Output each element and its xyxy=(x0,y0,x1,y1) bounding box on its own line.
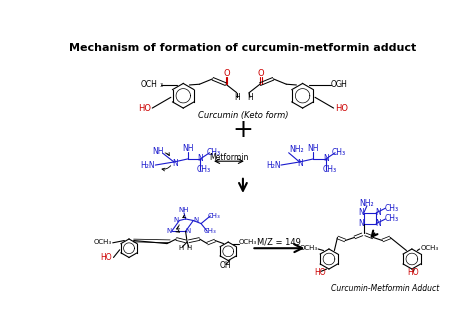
Text: N: N xyxy=(173,217,179,223)
Text: N: N xyxy=(376,219,382,228)
Text: NH₂: NH₂ xyxy=(289,145,304,154)
Text: CH₃: CH₃ xyxy=(332,148,346,157)
Text: OCH₃: OCH₃ xyxy=(420,245,438,251)
Text: CH₃: CH₃ xyxy=(323,165,337,174)
Text: NH: NH xyxy=(179,207,189,213)
Text: CH₃: CH₃ xyxy=(206,148,220,157)
Text: N: N xyxy=(323,155,329,163)
Text: NH₂: NH₂ xyxy=(360,199,374,208)
Text: HO: HO xyxy=(335,103,348,113)
Text: N: N xyxy=(172,159,178,168)
Text: N: N xyxy=(376,208,382,217)
Text: HO: HO xyxy=(100,253,112,262)
Text: H: H xyxy=(178,245,183,251)
Text: OCH₃: OCH₃ xyxy=(239,239,257,245)
Text: N: N xyxy=(359,208,365,217)
Text: NH: NH xyxy=(153,147,164,156)
Text: Curcumin-Metformin Adduct: Curcumin-Metformin Adduct xyxy=(331,284,439,293)
Text: CH₃: CH₃ xyxy=(385,204,399,213)
Text: N: N xyxy=(297,159,303,168)
Text: OCH₃: OCH₃ xyxy=(94,239,112,245)
Text: O: O xyxy=(223,69,230,78)
Text: H₂N: H₂N xyxy=(266,161,281,170)
Text: HO: HO xyxy=(138,103,151,113)
Text: H₂N: H₂N xyxy=(140,161,155,170)
Text: N: N xyxy=(166,228,171,234)
Text: H: H xyxy=(247,93,253,102)
Text: CH₃: CH₃ xyxy=(208,213,220,219)
Text: CH₃: CH₃ xyxy=(197,165,211,174)
Text: CH₃: CH₃ xyxy=(385,214,399,223)
Text: N: N xyxy=(359,219,365,228)
Text: HO: HO xyxy=(408,268,419,277)
Text: 3: 3 xyxy=(339,83,342,88)
Text: Curcumin (Keto form): Curcumin (Keto form) xyxy=(198,111,288,120)
Text: H: H xyxy=(186,245,191,251)
Text: +: + xyxy=(232,118,254,142)
Text: OCH: OCH xyxy=(141,80,158,89)
Text: O: O xyxy=(257,69,264,78)
Text: OCH: OCH xyxy=(330,80,347,89)
Text: CH₃: CH₃ xyxy=(203,228,216,234)
Text: Mechanism of formation of curcumin-metformin adduct: Mechanism of formation of curcumin-metfo… xyxy=(69,43,417,53)
Text: 3: 3 xyxy=(160,83,163,88)
Text: N: N xyxy=(194,217,199,223)
Text: OH: OH xyxy=(220,261,232,270)
Text: HO: HO xyxy=(314,268,326,277)
Text: H: H xyxy=(234,93,239,102)
Text: N: N xyxy=(185,228,191,234)
Text: NH: NH xyxy=(308,144,319,154)
Text: Metformin: Metformin xyxy=(210,153,249,162)
Text: M/Z = 149: M/Z = 149 xyxy=(257,238,301,247)
Text: OCH₃: OCH₃ xyxy=(299,245,317,251)
Text: N: N xyxy=(198,155,203,163)
Text: NH: NH xyxy=(182,144,194,154)
